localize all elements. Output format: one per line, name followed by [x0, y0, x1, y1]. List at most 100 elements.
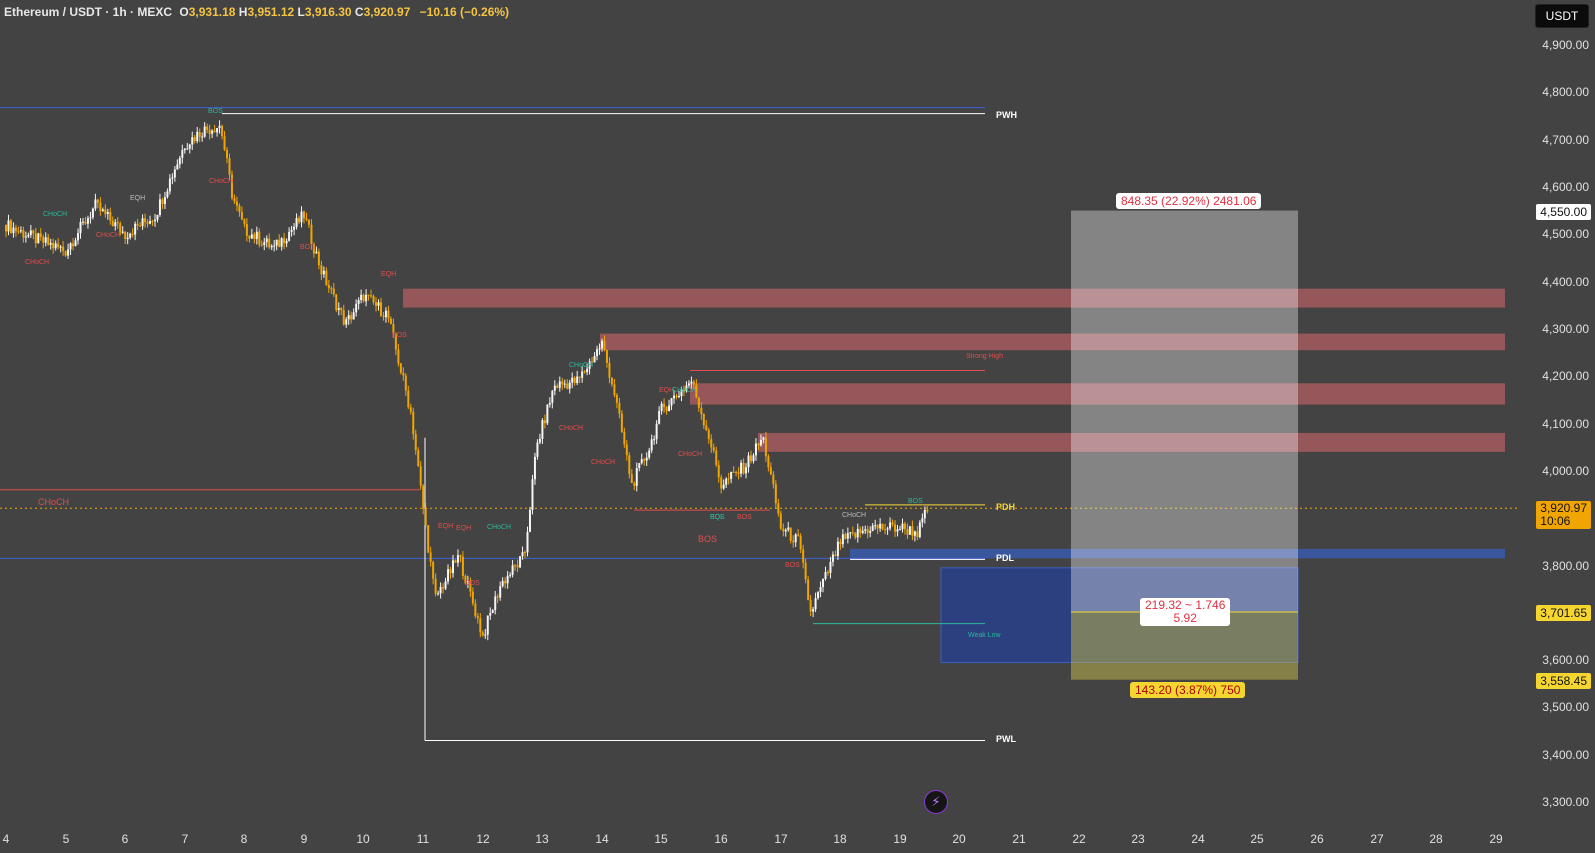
candle-body[interactable]	[362, 294, 365, 302]
candle-body[interactable]	[365, 294, 368, 302]
candle-body[interactable]	[181, 150, 184, 158]
candle-body[interactable]	[918, 522, 921, 537]
candle-body[interactable]	[861, 530, 864, 533]
candle-body[interactable]	[682, 389, 685, 391]
candle-body[interactable]	[665, 407, 668, 411]
candle-body[interactable]	[245, 223, 248, 236]
candle-body[interactable]	[757, 443, 760, 446]
candle-body[interactable]	[546, 404, 549, 424]
candle-body[interactable]	[320, 265, 323, 275]
candle-body[interactable]	[79, 221, 82, 234]
candle-body[interactable]	[702, 414, 705, 426]
candle-body[interactable]	[779, 513, 782, 529]
candle-body[interactable]	[449, 569, 452, 574]
candle-body[interactable]	[859, 528, 862, 533]
candle-body[interactable]	[638, 463, 641, 469]
chart-plot-area[interactable]: PWH PDH PDL PWL CHoCH BOS Strong High We…	[0, 0, 1520, 822]
candle-body[interactable]	[19, 230, 22, 232]
candle-body[interactable]	[223, 136, 226, 150]
candle-body[interactable]	[74, 240, 77, 247]
candle-body[interactable]	[64, 250, 67, 256]
candle-body[interactable]	[136, 223, 139, 226]
candle-body[interactable]	[494, 596, 497, 611]
candle-body[interactable]	[131, 233, 134, 235]
candle-body[interactable]	[456, 555, 459, 563]
candle-body[interactable]	[501, 580, 504, 587]
candle-body[interactable]	[764, 437, 767, 457]
candle-body[interactable]	[81, 221, 84, 223]
candle-body[interactable]	[509, 574, 512, 576]
candle-body[interactable]	[496, 596, 499, 598]
candle-body[interactable]	[578, 376, 581, 378]
candle-body[interactable]	[814, 598, 817, 610]
candle-body[interactable]	[725, 478, 728, 485]
candle-body[interactable]	[533, 456, 536, 480]
candle-body[interactable]	[486, 615, 489, 635]
candle-body[interactable]	[673, 395, 676, 399]
candle-body[interactable]	[747, 455, 750, 468]
candle-body[interactable]	[27, 234, 30, 237]
candle-body[interactable]	[345, 319, 348, 325]
candle-body[interactable]	[583, 371, 586, 373]
candle-body[interactable]	[563, 383, 566, 385]
candle-body[interactable]	[206, 126, 209, 130]
candle-body[interactable]	[889, 522, 892, 529]
candle-body[interactable]	[730, 471, 733, 479]
candle-body[interactable]	[186, 148, 189, 150]
candle-body[interactable]	[280, 238, 283, 247]
candle-body[interactable]	[628, 455, 631, 475]
candle-body[interactable]	[461, 556, 464, 576]
candle-body[interactable]	[17, 231, 20, 233]
candle-body[interactable]	[49, 242, 52, 245]
candle-body[interactable]	[293, 226, 296, 230]
candle-body[interactable]	[278, 239, 281, 247]
candle-body[interactable]	[253, 234, 256, 239]
candle-body[interactable]	[846, 533, 849, 539]
candle-body[interactable]	[178, 157, 181, 165]
candle-body[interactable]	[802, 549, 805, 563]
candle-body[interactable]	[32, 230, 35, 234]
candle-body[interactable]	[685, 385, 688, 391]
candle-body[interactable]	[894, 524, 897, 532]
candle-body[interactable]	[891, 522, 894, 525]
candle-body[interactable]	[414, 434, 417, 451]
candle-body[interactable]	[645, 457, 648, 461]
candle-body[interactable]	[243, 219, 246, 224]
candle-body[interactable]	[422, 485, 425, 509]
candle-body[interactable]	[101, 209, 104, 211]
candle-body[interactable]	[710, 439, 713, 448]
candle-body[interactable]	[516, 565, 519, 568]
candle-body[interactable]	[471, 591, 474, 604]
candle-body[interactable]	[640, 459, 643, 464]
candle-body[interactable]	[752, 455, 755, 462]
candle-body[interactable]	[839, 541, 842, 545]
candle-body[interactable]	[524, 552, 527, 554]
candle-body[interactable]	[692, 381, 695, 385]
candle-body[interactable]	[444, 581, 447, 589]
candle-body[interactable]	[712, 447, 715, 451]
candle-body[interactable]	[913, 531, 916, 536]
candle-body[interactable]	[151, 221, 154, 223]
candle-body[interactable]	[352, 312, 355, 320]
candle-body[interactable]	[722, 484, 725, 489]
candle-body[interactable]	[275, 239, 278, 246]
candle-body[interactable]	[350, 315, 353, 320]
candle-body[interactable]	[680, 389, 683, 397]
candle-body[interactable]	[126, 237, 129, 239]
candle-body[interactable]	[608, 362, 611, 378]
candle-body[interactable]	[161, 199, 164, 204]
candle-body[interactable]	[394, 333, 397, 350]
candle-body[interactable]	[34, 233, 37, 244]
candle-body[interactable]	[59, 246, 62, 248]
candle-body[interactable]	[807, 579, 810, 600]
candle-body[interactable]	[804, 562, 807, 580]
candle-body[interactable]	[464, 575, 467, 584]
candle-body[interactable]	[876, 525, 879, 529]
currency-button[interactable]: USDT	[1535, 4, 1589, 28]
candle-body[interactable]	[658, 410, 661, 424]
candle-body[interactable]	[727, 478, 730, 480]
candle-body[interactable]	[469, 580, 472, 592]
candle-body[interactable]	[39, 233, 42, 237]
candle-body[interactable]	[720, 477, 723, 489]
candle-body[interactable]	[504, 580, 507, 584]
